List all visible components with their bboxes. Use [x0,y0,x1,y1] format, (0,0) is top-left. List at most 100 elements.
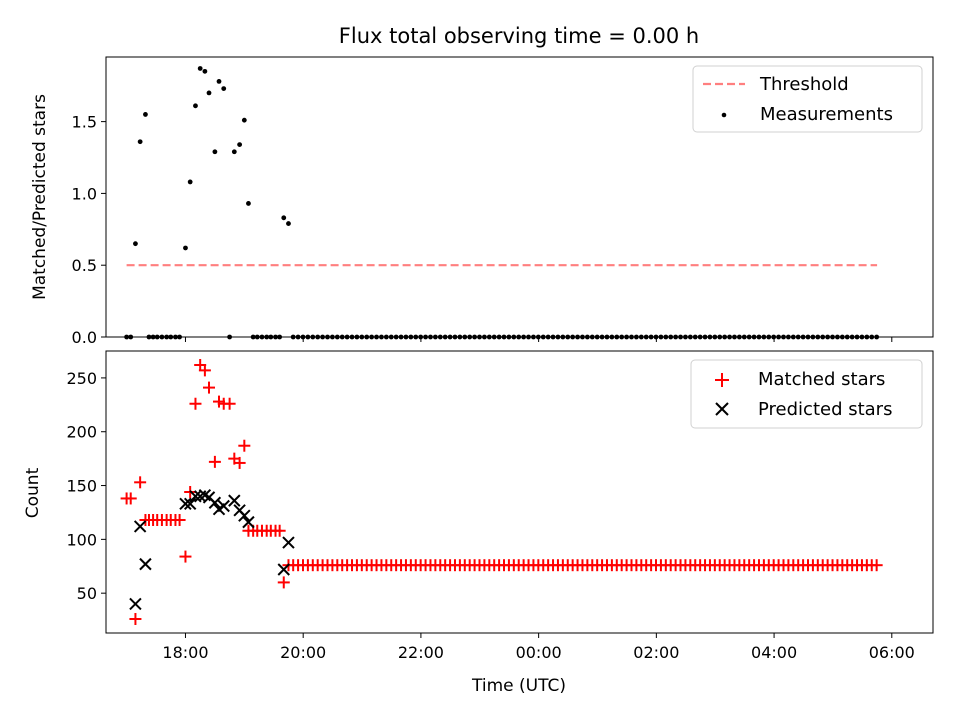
measurement-point [516,334,522,340]
measurement-point [212,149,218,155]
matched-point [189,397,202,410]
measurement-point [277,334,283,340]
measurement-point [555,334,561,340]
measurement-point [379,334,384,340]
measurement-point [594,334,600,340]
measurement-point [531,334,536,340]
matched-stars-series [120,358,883,626]
measurement-point [408,334,414,340]
matched-point [173,513,186,526]
matched-point [223,397,236,410]
measurement-point [237,142,243,147]
measurement-point [535,334,541,340]
measurement-point [388,334,394,340]
measurement-point [570,334,576,340]
measurement-point [428,334,433,340]
matched-point [208,455,221,468]
measurement-point [133,241,138,247]
measurement-point [339,334,345,340]
count-x-ticks: 18:00 20:00 22:00 00:00 02:00 04:00 06:00 [162,633,915,662]
measurement-point [658,334,664,340]
count-x-tick-label: 02:00 [633,643,679,662]
measurement-point [751,334,757,340]
count-plot-frame [105,350,934,634]
measurement-point [874,334,880,340]
measurement-point [604,334,610,340]
ratio-legend-box [692,65,923,133]
measurement-point [545,334,551,340]
measurement-point [638,334,644,340]
measurement-point [202,68,208,74]
count-x-tick-label: 20:00 [280,643,326,662]
measurement-point [325,334,330,340]
measurement-point [281,215,287,221]
measurement-point [854,334,860,340]
measurement-point [629,334,634,340]
measurement-point [354,334,360,340]
measurement-point [290,334,296,340]
measurement-point [820,334,826,340]
measurement-point [268,334,274,340]
count-y-axis-label: Count [23,467,43,518]
measurement-point [560,334,566,340]
predicted-point [238,509,251,522]
measurement-point [785,334,791,340]
legend-measurements-swatch [721,112,727,118]
predicted-point [217,499,230,513]
legend-measurements-label: Measurements [760,104,893,125]
measurement-point [844,334,850,340]
measurement-point [403,334,409,340]
measurement-point [447,334,453,340]
count-x-axis-label: Time (UTC) [471,676,566,696]
measurement-point [364,334,370,340]
ratio-legend: Threshold Measurements [692,65,923,133]
ratio-y-tick-label: 0.0 [72,328,97,347]
measurement-point [692,334,698,340]
count-legend-box [690,359,923,429]
measurements-series [124,66,880,340]
measurement-point [286,221,291,226]
measurement-point [565,334,571,340]
measurement-point [295,334,301,340]
measurement-point [683,334,688,340]
count-y-tick-label: 250 [66,369,97,388]
measurement-point [300,334,306,340]
measurement-point [374,334,379,340]
measurement-point [781,334,786,340]
measurement-point [216,79,222,84]
ratio-y-tick-label: 0.5 [72,256,97,275]
measurement-point [159,334,165,340]
count-y-tick-label: 50 [77,584,97,603]
measurement-point [526,334,531,340]
measurement-point [457,334,463,340]
measurement-point [349,334,355,340]
measurement-point [315,334,321,340]
measurement-point [320,334,325,340]
measurement-point [653,334,659,340]
predicted-point [129,597,142,611]
measurement-point [193,103,198,109]
measurement-point [393,334,399,340]
ratio-y-ticks: 0.0 0.5 1.0 1.5 [72,113,106,347]
measurement-point [540,334,546,340]
measurement-point [687,334,693,340]
measurement-point [790,334,796,340]
count-y-tick-label: 200 [66,423,97,442]
measurement-point [462,334,468,340]
measurement-point [633,334,639,340]
measurement-point [864,334,870,340]
measurement-point [398,334,404,340]
matched-point [124,492,137,505]
measurement-point [707,334,713,340]
measurement-point [673,334,679,340]
measurement-point [815,334,821,340]
measurement-point [712,334,718,340]
predicted-point [277,563,290,576]
measurement-point [173,334,178,340]
measurement-point [575,334,580,340]
measurement-point [187,179,193,185]
measurement-point [168,334,174,340]
measurement-point [663,334,669,340]
measurement-point [259,334,265,340]
